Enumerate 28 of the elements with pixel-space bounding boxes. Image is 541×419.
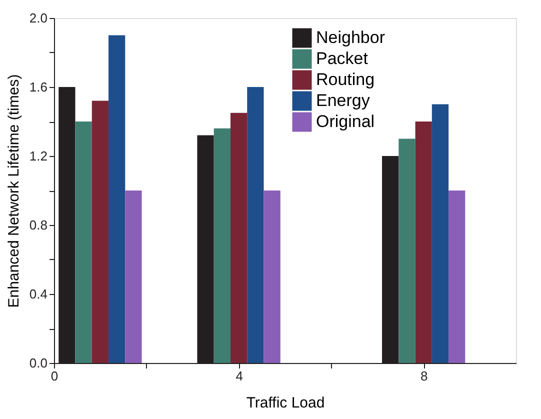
y-tick-label: 0.8 <box>29 218 48 232</box>
y-tick-label: 0.4 <box>29 286 48 302</box>
y-tick-label: 1.6 <box>29 80 48 94</box>
legend-label: Routing <box>316 70 375 89</box>
y-tick-label: 2.0 <box>29 10 48 26</box>
bar <box>108 35 126 363</box>
bar <box>92 100 109 363</box>
legend-label: Energy <box>316 91 370 110</box>
x-tick-label: 8 <box>420 368 428 384</box>
bar <box>75 122 92 363</box>
bar <box>415 122 432 363</box>
y-tick-label: 0.0 <box>29 356 48 370</box>
y-tick-label: 1.2 <box>29 148 48 164</box>
bar <box>214 128 230 363</box>
bar <box>448 190 466 363</box>
bar <box>247 87 264 363</box>
bar <box>432 104 449 363</box>
y-axis-title: Enhanced Network Lifetime (times) <box>5 74 22 308</box>
legend-label: Neighbor <box>316 28 386 47</box>
bar <box>398 138 416 363</box>
legend-label: Original <box>316 112 375 131</box>
x-tick-label: 0 <box>50 368 58 384</box>
bar <box>230 112 248 363</box>
bar <box>125 190 142 363</box>
bar <box>264 190 280 363</box>
legend-label: Packet <box>316 49 368 68</box>
x-tick-label: 4 <box>236 368 243 384</box>
x-axis-title: Traffic Load <box>246 394 325 412</box>
